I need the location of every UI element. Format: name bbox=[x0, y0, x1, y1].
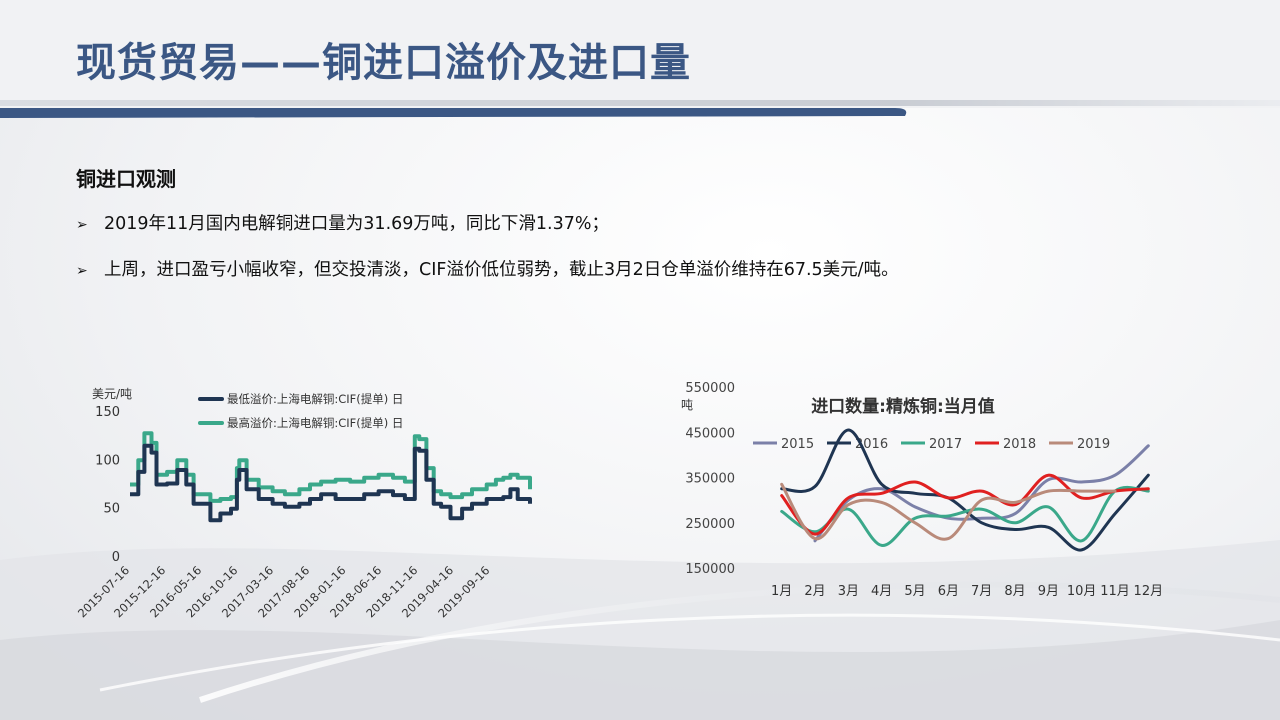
y-tick-label: 450000 bbox=[685, 426, 735, 441]
bullet-text: 2019年11月国内电解铜进口量为31.69万吨，同比下滑1.37%； bbox=[104, 214, 609, 234]
x-tick-label: 12月 bbox=[1134, 584, 1164, 599]
y-tick-label: 350000 bbox=[685, 472, 735, 487]
x-tick-label: 10月 bbox=[1067, 584, 1097, 599]
import-volume-chart: 进口数量:精炼铜:当月值 吨 150000 250000 350000 450000 550… bbox=[681, 381, 1164, 599]
series-line bbox=[780, 482, 1117, 541]
series-line bbox=[130, 443, 532, 523]
y-tick-label: 100 bbox=[95, 453, 120, 468]
x-tick-label: 8月 bbox=[1004, 584, 1025, 599]
x-tick-label: 3月 bbox=[838, 584, 859, 599]
bullet-marker: ➢ bbox=[76, 217, 88, 233]
bullet-item: ➢ 上周，进口盈亏小幅收窄，但交投清淡，CIF溢价低位弱势，截止3月2日仓单溢价维… bbox=[76, 256, 899, 281]
series-line bbox=[780, 485, 1150, 547]
legend-label: 最低溢价:上海电解铜:CIF(提单) 日 bbox=[227, 392, 403, 406]
legend-label: 2018 bbox=[1003, 437, 1036, 452]
y-axis-label: 美元/吨 bbox=[92, 387, 132, 401]
y-tick-label: 50 bbox=[103, 502, 120, 517]
y-tick-label: 250000 bbox=[685, 517, 735, 532]
series-line bbox=[813, 444, 1150, 543]
bullet-marker: ➢ bbox=[76, 263, 88, 279]
y-tick-label: 0 bbox=[112, 550, 120, 565]
x-tick-label: 7月 bbox=[971, 584, 992, 599]
premium-chart: 美元/吨0501001502015-07-162015-12-162016-05… bbox=[75, 387, 532, 620]
legend-label: 2015 bbox=[781, 437, 814, 452]
y-axis-label: 吨 bbox=[681, 398, 693, 412]
y-tick-label: 150000 bbox=[685, 562, 735, 577]
x-tick-label: 11月 bbox=[1100, 584, 1130, 599]
y-tick-label: 150 bbox=[95, 405, 120, 420]
x-tick-label: 2月 bbox=[804, 584, 825, 599]
bullet-text: 上周，进口盈亏小幅收窄，但交投清淡，CIF溢价低位弱势，截止3月2日仓单溢价维持… bbox=[104, 260, 899, 280]
x-tick-label: 5月 bbox=[904, 584, 925, 599]
bullet-item: ➢ 2019年11月国内电解铜进口量为31.69万吨，同比下滑1.37%； bbox=[76, 210, 609, 235]
legend-label: 2017 bbox=[929, 437, 962, 452]
chart-title: 进口数量:精炼铜:当月值 bbox=[811, 396, 995, 417]
section-heading: 铜进口观测 bbox=[76, 167, 176, 191]
series-line bbox=[780, 473, 1150, 536]
page-title: 现货贸易——铜进口溢价及进口量 bbox=[76, 40, 691, 86]
series-line bbox=[130, 431, 532, 503]
legend-label: 2019 bbox=[1077, 437, 1110, 452]
x-tick-label: 9月 bbox=[1038, 584, 1059, 599]
legend-label: 最高溢价:上海电解铜:CIF(提单) 日 bbox=[227, 416, 403, 430]
x-tick-label: 6月 bbox=[938, 584, 959, 599]
x-tick-label: 1月 bbox=[771, 584, 792, 599]
series-line bbox=[780, 428, 1150, 552]
x-tick-label: 4月 bbox=[871, 584, 892, 599]
y-tick-label: 550000 bbox=[685, 381, 735, 396]
